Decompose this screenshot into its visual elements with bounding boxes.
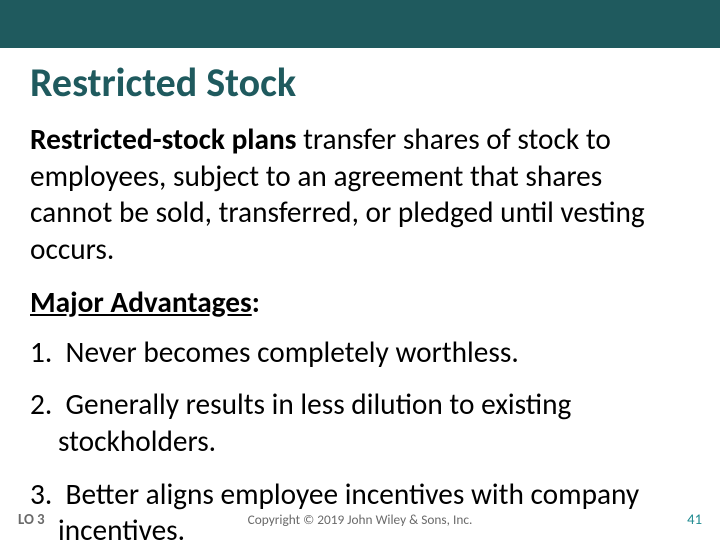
list-item-number: 2.: [30, 386, 52, 422]
list-item-text: Generally results in less dilution to ex…: [58, 386, 571, 459]
list-item: 3. Better aligns employee incentives wit…: [30, 476, 690, 540]
footer: LO 3 Copyright © 2019 John Wiley & Sons,…: [0, 510, 720, 528]
content-area: Restricted Stock Restricted-stock plans …: [0, 58, 720, 540]
slide: Restricted Stock Restricted-stock plans …: [0, 0, 720, 540]
advantages-heading-text: Major Advantages: [30, 284, 252, 320]
list-item-text: Better aligns employee incentives with c…: [58, 476, 639, 540]
list-item-text: Never becomes completely worthless.: [66, 334, 519, 370]
list-item: 1. Never becomes completely worthless.: [30, 334, 690, 371]
top-bar: [0, 0, 720, 48]
list-item-number: 3.: [30, 476, 52, 512]
definition-paragraph: Restricted-stock plans transfer shares o…: [30, 121, 690, 268]
copyright-text: Copyright © 2019 John Wiley & Sons, Inc.: [248, 511, 473, 528]
definition-lead: Restricted-stock plans: [30, 121, 296, 157]
advantages-heading-suffix: :: [252, 284, 260, 320]
list-item-number: 1.: [30, 334, 52, 370]
learning-objective: LO 3: [18, 510, 45, 528]
page-number: 41: [687, 510, 702, 528]
list-item: 2. Generally results in less dilution to…: [30, 386, 690, 459]
advantages-heading: Major Advantages:: [30, 284, 690, 320]
page-title: Restricted Stock: [30, 58, 690, 107]
